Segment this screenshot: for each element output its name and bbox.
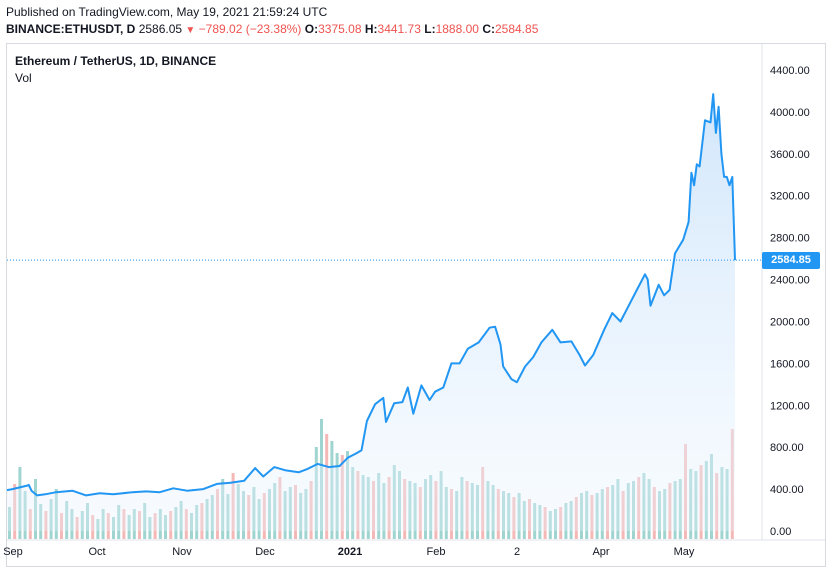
y-tick-label: 0.00 [770, 526, 791, 538]
y-tick-label: 4000.00 [770, 107, 810, 119]
symbol-label: BINANCE:ETHUSDT, D [6, 22, 136, 36]
y-tick-label: 400.00 [770, 484, 804, 496]
published-line: Published on TradingView.com, May 19, 20… [6, 5, 328, 19]
change-value: −789.02 (−23.38%) [198, 22, 302, 36]
x-tick-label: Sep [3, 546, 23, 558]
y-tick-label: 4400.00 [770, 65, 810, 77]
y-tick-label: 1600.00 [770, 358, 810, 370]
high-label: H: [364, 22, 378, 36]
y-tick-label: 2000.00 [770, 316, 810, 328]
down-arrow-icon: ▼ [185, 25, 196, 36]
y-tick-label: 3200.00 [770, 191, 810, 203]
x-tick-label: 2 [514, 546, 520, 558]
price-axis[interactable]: 4400.00 4000.00 3600.00 3200.00 2800.00 2400.… [770, 65, 810, 538]
y-tick-label: 2800.00 [770, 233, 810, 245]
price-area-fill [7, 94, 735, 531]
chart-frame [6, 43, 826, 567]
open-value: 3375.08 [318, 22, 362, 36]
open-label: O: [304, 22, 319, 36]
volume-label: Vol [15, 71, 32, 85]
time-axis[interactable]: Sep Oct Nov Dec 2021 Feb 2 Apr May [3, 546, 695, 558]
last-price: 2586.05 [138, 22, 183, 36]
high-value: 3441.73 [377, 22, 421, 36]
y-tick-label: 3600.00 [770, 149, 810, 161]
chart-title: Ethereum / TetherUS, 1D, BINANCE [15, 54, 217, 68]
low-label: L: [424, 22, 436, 36]
y-tick-label: 1200.00 [770, 400, 810, 412]
y-tick-label: 800.00 [770, 442, 804, 454]
x-tick-label: Oct [88, 546, 105, 558]
y-tick-label: 2400.00 [770, 275, 810, 287]
price-line [6, 93, 736, 497]
quote-line: BINANCE:ETHUSDT, D 2586.05 ▼ −789.02 (−2… [6, 22, 538, 36]
x-tick-label: Apr [592, 546, 609, 558]
last-price-tag: 2584.85 [762, 252, 820, 269]
x-tick-label: Feb [427, 546, 446, 558]
close-value: 2584.85 [494, 22, 539, 36]
x-tick-label: 2021 [338, 546, 362, 558]
x-tick-label: Dec [255, 546, 275, 558]
low-value: 1888.00 [435, 22, 479, 36]
x-tick-label: Nov [172, 546, 192, 558]
close-label: C: [482, 22, 495, 36]
x-tick-label: May [674, 546, 695, 558]
